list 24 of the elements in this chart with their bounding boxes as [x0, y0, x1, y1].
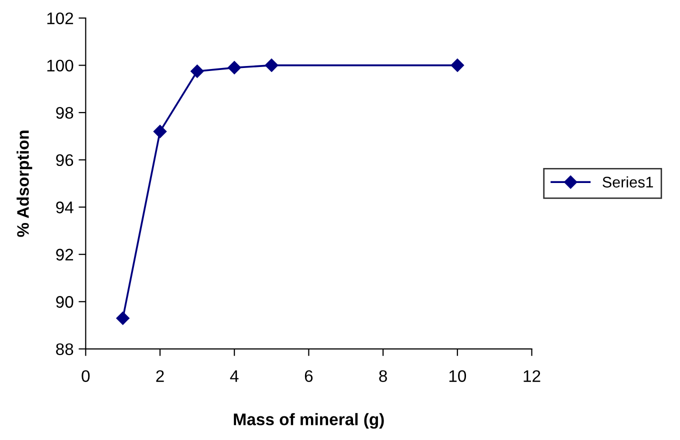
- y-tick-label: 102: [47, 12, 74, 24]
- x-tick-label: 0: [82, 370, 90, 382]
- x-tick-label: 8: [379, 370, 387, 382]
- y-tick-label: 92: [56, 248, 74, 261]
- y-tick-label: 100: [47, 60, 74, 72]
- x-axis-title: Mass of mineral (g): [234, 413, 384, 429]
- point: [153, 124, 167, 138]
- x-tick-label: 6: [304, 370, 313, 382]
- point: [450, 58, 464, 72]
- y-tick-label: 94: [56, 202, 74, 214]
- x-tick-label: 10: [449, 370, 466, 382]
- y-tick-label: 96: [56, 154, 74, 166]
- x-tick-label: 4: [230, 370, 239, 382]
- point: [190, 64, 204, 78]
- x-tick-label: 12: [524, 370, 540, 382]
- x-tick-label: 2: [156, 370, 164, 382]
- point: [116, 312, 130, 325]
- legend-label: Series1: [602, 176, 653, 188]
- y-tick-label: 90: [56, 296, 74, 308]
- y-tick-label: 98: [56, 106, 74, 119]
- y-axis-title: % Adsorption: [16, 130, 32, 237]
- point: [228, 61, 241, 74]
- y-tick-label: 88: [56, 343, 74, 356]
- point: [264, 58, 278, 72]
